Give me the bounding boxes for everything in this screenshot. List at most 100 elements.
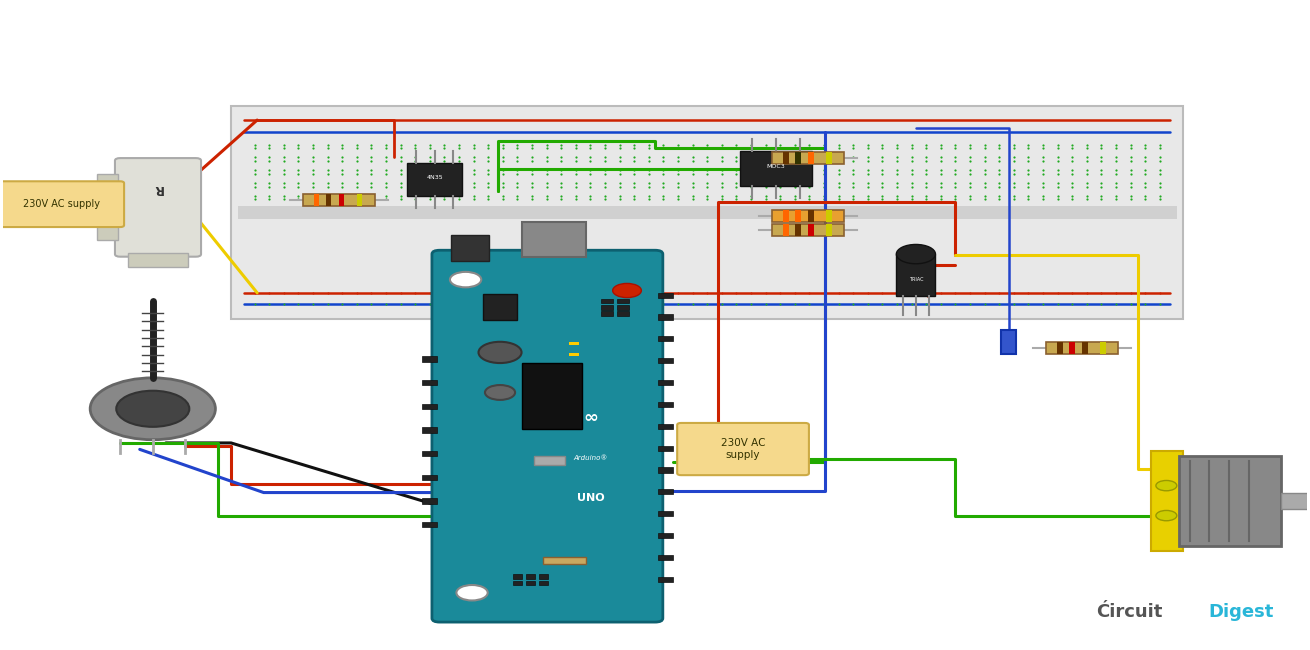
Bar — [773, 211, 844, 222]
Bar — [313, 194, 320, 206]
Bar — [795, 152, 802, 164]
Circle shape — [478, 342, 521, 363]
Circle shape — [456, 585, 487, 601]
Bar — [237, 206, 1176, 218]
Text: 4N35: 4N35 — [426, 176, 443, 180]
Circle shape — [90, 378, 215, 439]
Bar — [601, 311, 613, 316]
Bar — [601, 305, 613, 309]
Bar — [773, 152, 844, 164]
Text: R: R — [153, 182, 162, 195]
FancyBboxPatch shape — [677, 423, 808, 475]
Bar — [783, 152, 789, 164]
Bar — [808, 152, 814, 164]
Bar — [658, 358, 673, 363]
Bar — [1057, 343, 1062, 354]
Bar — [97, 199, 118, 215]
Circle shape — [1155, 480, 1176, 491]
Text: TRIAC: TRIAC — [909, 277, 924, 281]
Bar — [97, 174, 118, 190]
Bar — [303, 194, 375, 206]
Bar — [808, 224, 814, 236]
Bar — [422, 380, 438, 385]
Bar — [658, 380, 673, 385]
Bar — [617, 305, 629, 309]
Bar — [339, 194, 345, 206]
Circle shape — [485, 385, 515, 400]
Text: Arduino®: Arduino® — [574, 455, 608, 461]
Text: 230V AC supply: 230V AC supply — [24, 199, 100, 209]
Bar — [617, 298, 629, 303]
Text: Ćircuit: Ćircuit — [1096, 603, 1162, 621]
Text: UNO: UNO — [576, 493, 604, 503]
Bar — [773, 224, 844, 236]
Bar — [658, 315, 673, 320]
Bar — [326, 194, 331, 206]
Bar — [527, 575, 534, 579]
Circle shape — [1155, 510, 1176, 521]
Bar — [521, 222, 586, 257]
Circle shape — [117, 391, 190, 427]
Bar — [569, 353, 579, 356]
Text: ∞: ∞ — [583, 409, 597, 427]
Bar — [527, 581, 534, 586]
FancyBboxPatch shape — [432, 250, 663, 622]
Bar — [1069, 343, 1076, 354]
Bar — [544, 557, 586, 564]
Bar — [658, 402, 673, 407]
Bar — [601, 298, 613, 303]
Bar — [451, 235, 489, 261]
Bar — [658, 489, 673, 495]
Bar — [740, 151, 811, 187]
Bar — [514, 575, 523, 579]
Text: Digest: Digest — [1208, 603, 1273, 621]
Bar — [827, 152, 832, 164]
Bar — [422, 356, 438, 361]
Bar — [827, 211, 832, 222]
FancyBboxPatch shape — [0, 181, 124, 227]
Bar — [896, 254, 935, 296]
Circle shape — [896, 244, 935, 264]
Bar — [422, 499, 438, 504]
Text: 230V AC
supply: 230V AC supply — [721, 438, 765, 460]
Circle shape — [613, 283, 642, 298]
Bar — [658, 446, 673, 450]
Bar — [658, 467, 673, 473]
Bar — [422, 427, 438, 432]
Bar — [97, 224, 118, 240]
Bar — [521, 363, 582, 429]
Bar — [1001, 330, 1017, 354]
Bar — [783, 224, 789, 236]
Bar — [827, 224, 832, 236]
Bar — [658, 511, 673, 516]
Bar — [658, 533, 673, 538]
Bar — [407, 162, 462, 196]
Bar — [422, 404, 438, 409]
Bar — [1150, 450, 1183, 551]
Bar — [1281, 493, 1310, 508]
Bar — [569, 342, 579, 345]
Bar — [658, 555, 673, 560]
Bar — [808, 211, 814, 222]
Bar — [1047, 343, 1117, 354]
Bar — [538, 581, 548, 586]
Bar — [658, 292, 673, 298]
Bar — [231, 106, 1183, 318]
Bar — [538, 575, 548, 579]
Bar — [483, 294, 517, 320]
Bar — [658, 577, 673, 582]
Text: MOC3: MOC3 — [766, 164, 785, 170]
Bar — [795, 211, 802, 222]
Bar — [1082, 343, 1087, 354]
Bar — [617, 311, 629, 316]
Bar — [514, 581, 523, 586]
Circle shape — [449, 272, 481, 287]
Bar — [422, 522, 438, 527]
Bar — [658, 336, 673, 341]
FancyBboxPatch shape — [115, 158, 200, 257]
Bar — [795, 224, 802, 236]
Bar — [422, 474, 438, 480]
Bar — [356, 194, 363, 206]
Bar — [1179, 456, 1281, 545]
Bar — [1100, 343, 1106, 354]
